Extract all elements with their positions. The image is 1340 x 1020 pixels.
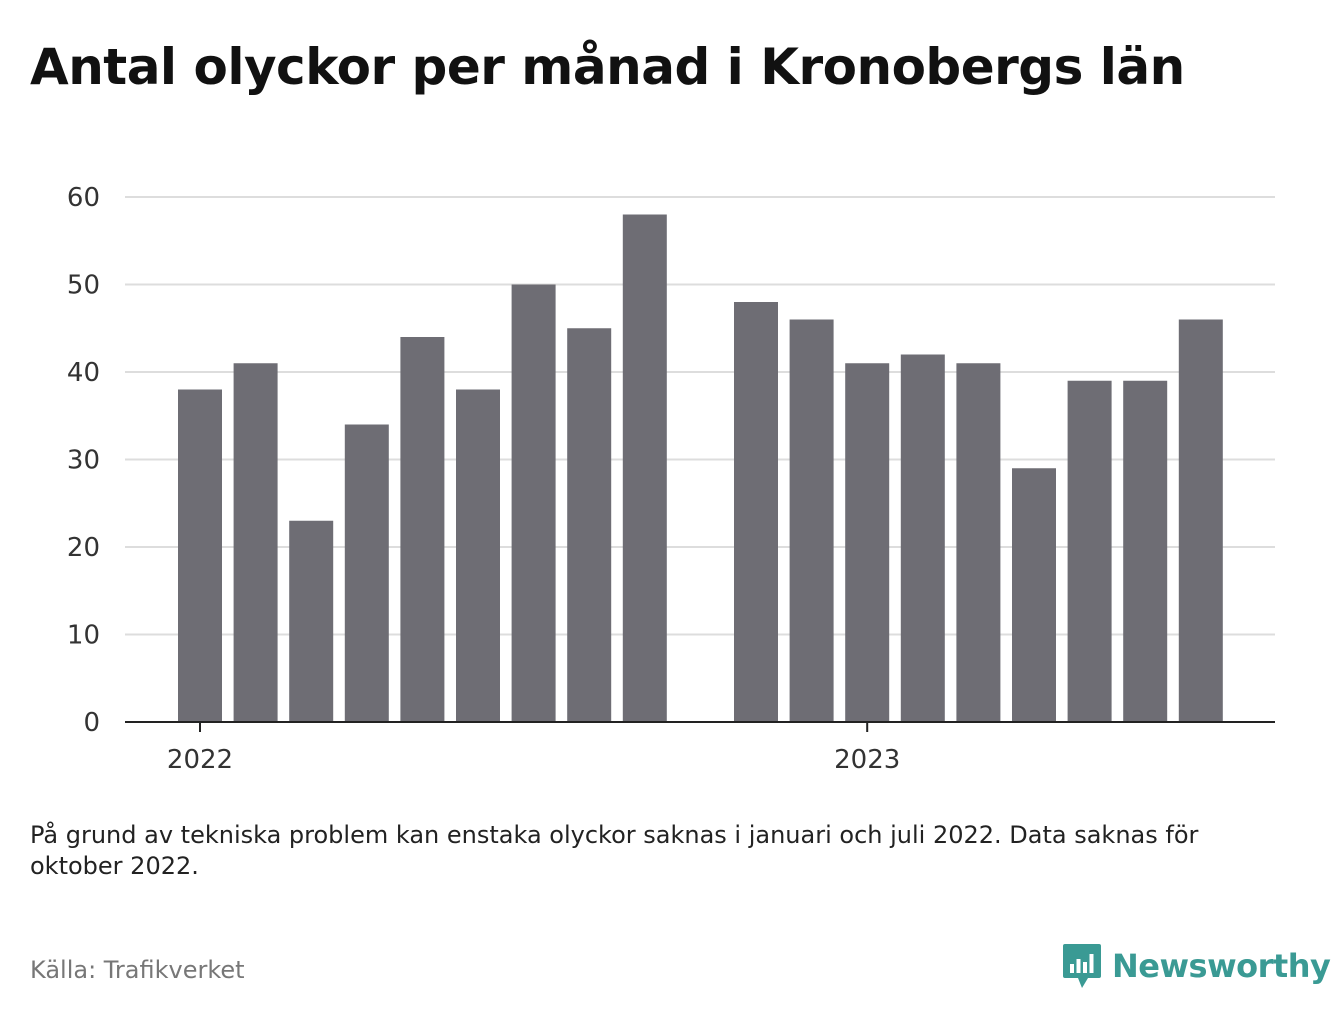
y-tick-label: 40 — [67, 358, 100, 388]
bar — [289, 520, 334, 722]
x-tick-label: 2022 — [167, 745, 233, 775]
bar — [734, 302, 778, 722]
bar — [178, 389, 222, 722]
bar — [1012, 468, 1056, 722]
y-tick-label: 60 — [67, 183, 100, 213]
bar — [511, 284, 556, 722]
chart-title: Antal olyckor per månad i Kronobergs län — [30, 38, 1185, 96]
bars — [178, 214, 1223, 722]
x-axis: 2022 2023 — [125, 721, 1275, 775]
y-tick-label: 30 — [67, 446, 100, 476]
bar — [400, 337, 445, 722]
bar — [1123, 380, 1168, 722]
newsworthy-logo-icon — [1063, 944, 1101, 988]
bar — [900, 354, 945, 722]
bar — [456, 389, 500, 722]
x-tick-label: 2023 — [834, 745, 900, 775]
bar — [344, 424, 389, 722]
bar — [956, 363, 1001, 722]
bar — [233, 363, 278, 722]
source-label: Källa: Trafikverket — [30, 956, 245, 984]
bar — [567, 328, 612, 722]
bar-chart: 0 10 20 30 40 50 60 2022 2023 — [67, 183, 1275, 775]
bar — [622, 214, 667, 722]
bar — [1178, 319, 1223, 722]
y-tick-label: 10 — [67, 621, 100, 651]
y-tick-label: 20 — [67, 533, 100, 563]
y-tick-label: 50 — [67, 271, 100, 301]
brand-name: Newsworthy — [1112, 947, 1331, 985]
footnote: På grund av tekniska problem kan enstaka… — [30, 821, 1199, 880]
bar — [1067, 380, 1112, 722]
y-axis-labels: 0 10 20 30 40 50 60 — [67, 183, 100, 738]
y-tick-label: 0 — [83, 708, 100, 738]
bar — [789, 319, 834, 722]
brand-logo: Newsworthy — [1062, 942, 1331, 990]
bar — [845, 363, 890, 722]
